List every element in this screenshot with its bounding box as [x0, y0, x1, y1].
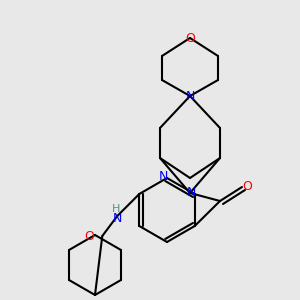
Text: N: N [158, 170, 168, 184]
Text: N: N [185, 89, 195, 103]
Text: N: N [186, 187, 196, 200]
Text: N: N [112, 212, 122, 224]
Text: H: H [112, 204, 121, 214]
Text: O: O [84, 230, 94, 244]
Text: O: O [185, 32, 195, 44]
Text: O: O [242, 181, 252, 194]
